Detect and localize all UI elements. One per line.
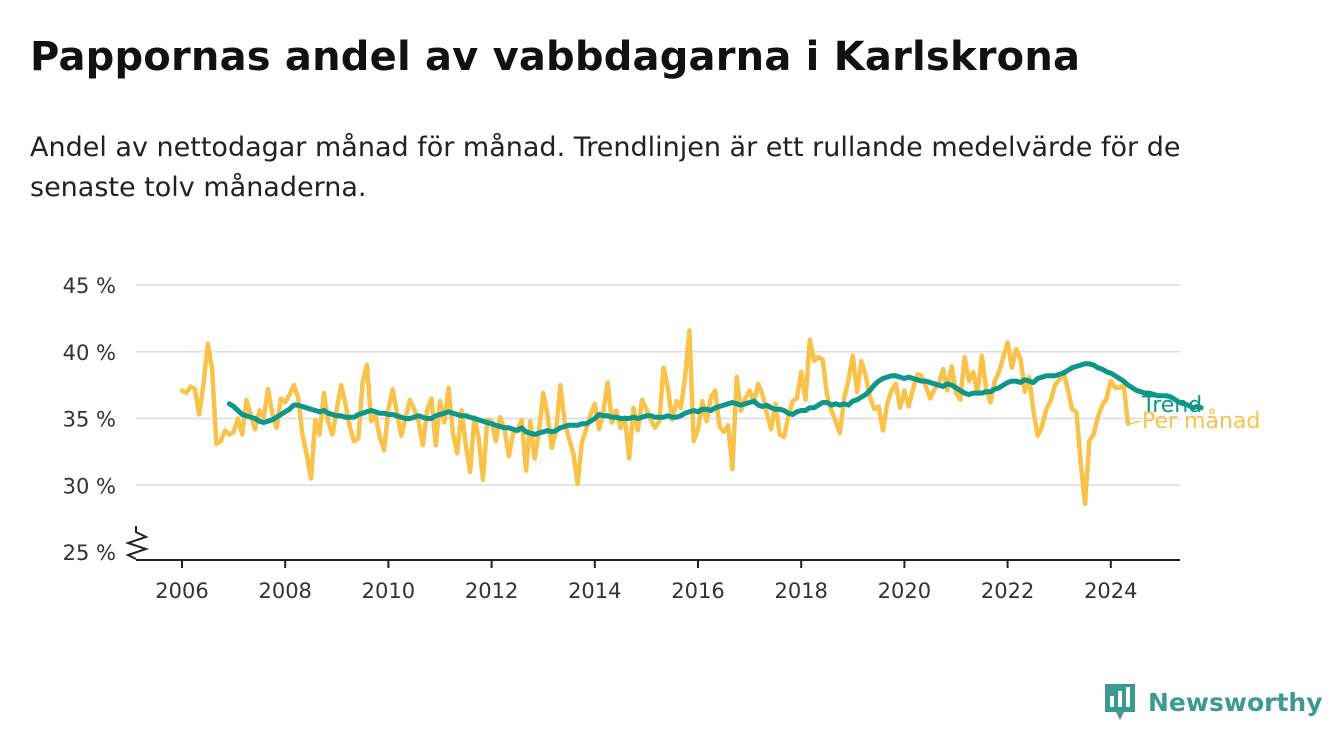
x-tick-label: 2010 (362, 579, 415, 603)
y-tick-label: 40 % (63, 341, 116, 365)
axis-break-zigzag (124, 526, 150, 560)
monthly-series-label: Per månad (1142, 408, 1260, 434)
y-tick-label: 45 % (63, 274, 116, 298)
x-tick-label: 2016 (671, 579, 724, 603)
brand-logo: Newsworthy (1102, 682, 1323, 722)
newsworthy-logo-icon (1105, 684, 1135, 720)
y-tick-label: 25 % (63, 541, 116, 565)
x-tick-label: 2008 (258, 579, 311, 603)
monthly-line (179, 328, 1131, 507)
y-tick-label: 35 % (63, 408, 116, 432)
chart-title: Pappornas andel av vabbdagarna i Karlskr… (30, 34, 1081, 80)
x-tick-label: 2018 (774, 579, 827, 603)
trend-line (226, 361, 1204, 437)
x-tick-label: 2024 (1084, 579, 1137, 603)
x-tick-label: 2020 (878, 579, 931, 603)
y-tick-label: 30 % (63, 474, 116, 498)
x-tick-label: 2014 (568, 579, 621, 603)
y-axis-ticks: 25 % 30 % 35 % 40 % 45 % (63, 274, 116, 565)
x-tick-label: 2006 (155, 579, 208, 603)
trend-series-label: Trend (1141, 393, 1202, 418)
series-lines (179, 328, 1204, 507)
brand-name: Newsworthy (1148, 687, 1323, 717)
x-tick-label: 2012 (465, 579, 518, 603)
x-tick-label: 2022 (981, 579, 1034, 603)
x-axis-ticks: 2006 2008 2010 2012 2014 2016 2018 2020 2022 2024 (155, 560, 1138, 603)
monthly-label-leader (1129, 420, 1141, 425)
chart-subtitle: Andel av nettodagar månad för månad. Tre… (30, 132, 1181, 203)
